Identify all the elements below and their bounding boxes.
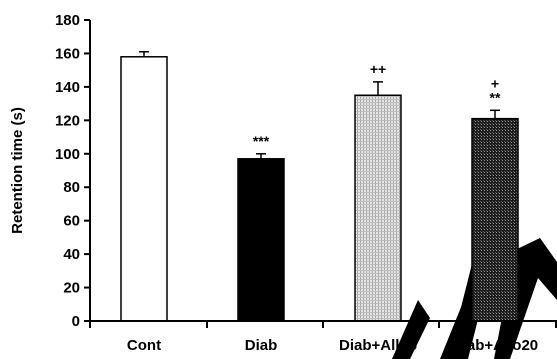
x-category-label: Diab+Allo20 bbox=[452, 337, 538, 354]
watermark-stroke-1 bbox=[392, 300, 430, 359]
y-tick-label: 20 bbox=[63, 280, 80, 297]
y-tick-label: 180 bbox=[55, 12, 80, 29]
y-tick-label: 80 bbox=[63, 179, 80, 196]
watermark-stroke-4 bbox=[494, 238, 557, 359]
y-tick-label: 160 bbox=[55, 45, 80, 62]
y-tick-label: 0 bbox=[72, 313, 80, 330]
y-tick-label: 120 bbox=[55, 112, 80, 129]
y-tick-label: 140 bbox=[55, 79, 80, 96]
x-category-label: Cont bbox=[127, 337, 161, 354]
y-tick-label: 40 bbox=[63, 246, 80, 263]
bar-diab-allo20 bbox=[471, 117, 519, 322]
y-tick-label: 60 bbox=[63, 213, 80, 230]
labels-layer: 0 20 40 60 80 100 120 140 160 180 Cont Diab Diab+All… bbox=[9, 12, 538, 354]
y-axis-title: Retention time (s) bbox=[9, 107, 26, 234]
significance-annotation: ++ bbox=[370, 61, 386, 77]
x-category-label: Diab+Allo5 bbox=[339, 337, 417, 354]
significance-annotation: *** bbox=[253, 133, 270, 149]
y-tick-label: 100 bbox=[55, 146, 80, 163]
bar-diab-allo5 bbox=[354, 94, 402, 322]
significance-annotation: + bbox=[491, 75, 499, 91]
bar-diab bbox=[237, 158, 285, 322]
bar-cont bbox=[120, 56, 168, 322]
bars-layer bbox=[120, 51, 519, 322]
axes-layer bbox=[84, 19, 557, 328]
significance-annotation: ** bbox=[490, 89, 501, 105]
x-category-label: Diab bbox=[245, 337, 278, 354]
